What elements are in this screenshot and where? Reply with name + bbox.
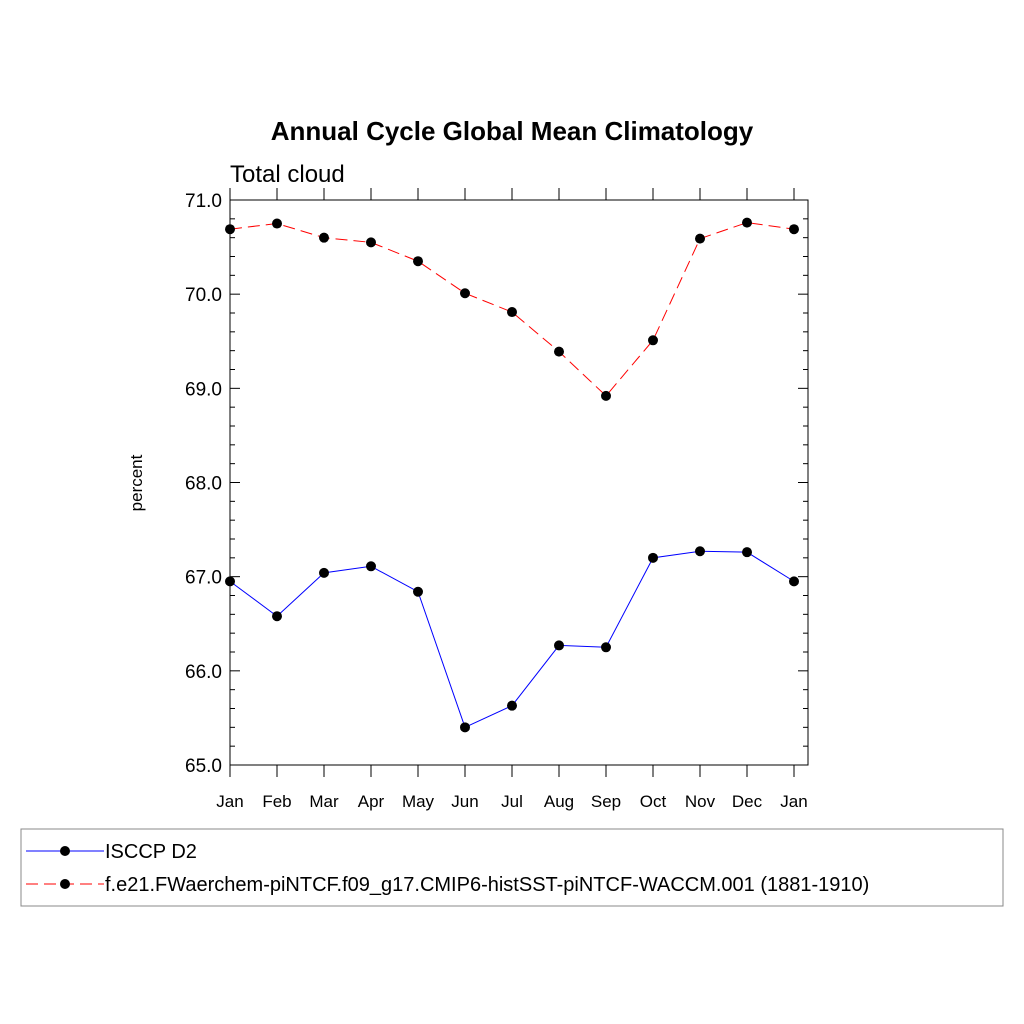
data-point [789,224,799,235]
data-point [648,552,658,563]
data-point [319,232,329,243]
x-tick-label: Apr [358,792,385,811]
y-tick-label: 65.0 [185,756,222,777]
y-tick-label: 70.0 [185,285,222,306]
x-tick-label: May [402,792,435,811]
x-tick-label: Jan [780,792,807,811]
data-point [366,237,376,248]
data-point [460,288,470,299]
data-point [648,335,658,346]
data-point [413,256,423,267]
x-tick-label: Oct [640,792,667,811]
axes: 65.0 66.0 67.0 68.0 69.0 70.0 71.0 Jan Feb Mar Apr… [185,188,809,811]
data-point [789,576,799,587]
data-point [695,546,705,557]
legend-label: f.e21.FWaerchem-piNTCF.f09_g17.CMIP6-his… [105,874,869,896]
legend-box [20,828,1004,907]
y-axis-label: percent [127,454,146,511]
x-tick-label: Mar [309,792,339,811]
data-point [554,346,564,357]
y-tick-label: 67.0 [185,568,222,589]
x-tick-label: Jul [501,792,523,811]
legend-marker [60,879,70,889]
data-point [742,217,752,228]
x-tick-label: Aug [544,792,574,811]
y-tick-label: 71.0 [185,191,222,212]
data-point [225,224,235,235]
data-point [601,642,611,653]
data-point [742,547,752,558]
legend-label: ISCCP D2 [105,841,197,863]
legend-marker [60,846,70,856]
y-tick-label: 69.0 [185,379,222,400]
data-point [507,307,517,318]
data-point [272,611,282,622]
data-point [460,722,470,733]
y-tick-label: 68.0 [185,474,222,495]
data-point [507,700,517,711]
data-point [272,218,282,229]
chart-title: Annual Cycle Global Mean Climatology [271,116,754,146]
x-tick-label: Nov [685,792,716,811]
plot-frame [229,199,809,766]
data-point [601,390,611,401]
plot-area [225,217,799,733]
x-tick-label: Jan [216,792,243,811]
x-tick-label: Jun [451,792,478,811]
data-point [225,576,235,587]
data-point [554,640,564,651]
x-tick-label: Sep [591,792,621,811]
data-point [319,567,329,578]
legend: ISCCP D2 f.e21.FWaerchem-piNTCF.f09_g17.C… [20,828,1004,907]
data-point [413,586,423,597]
y-tick-label: 66.0 [185,662,222,683]
data-point [366,561,376,572]
x-tick-label: Dec [732,792,763,811]
x-tick-label: Feb [262,792,291,811]
data-point [695,233,705,244]
chart-subtitle: Total cloud [230,161,345,188]
